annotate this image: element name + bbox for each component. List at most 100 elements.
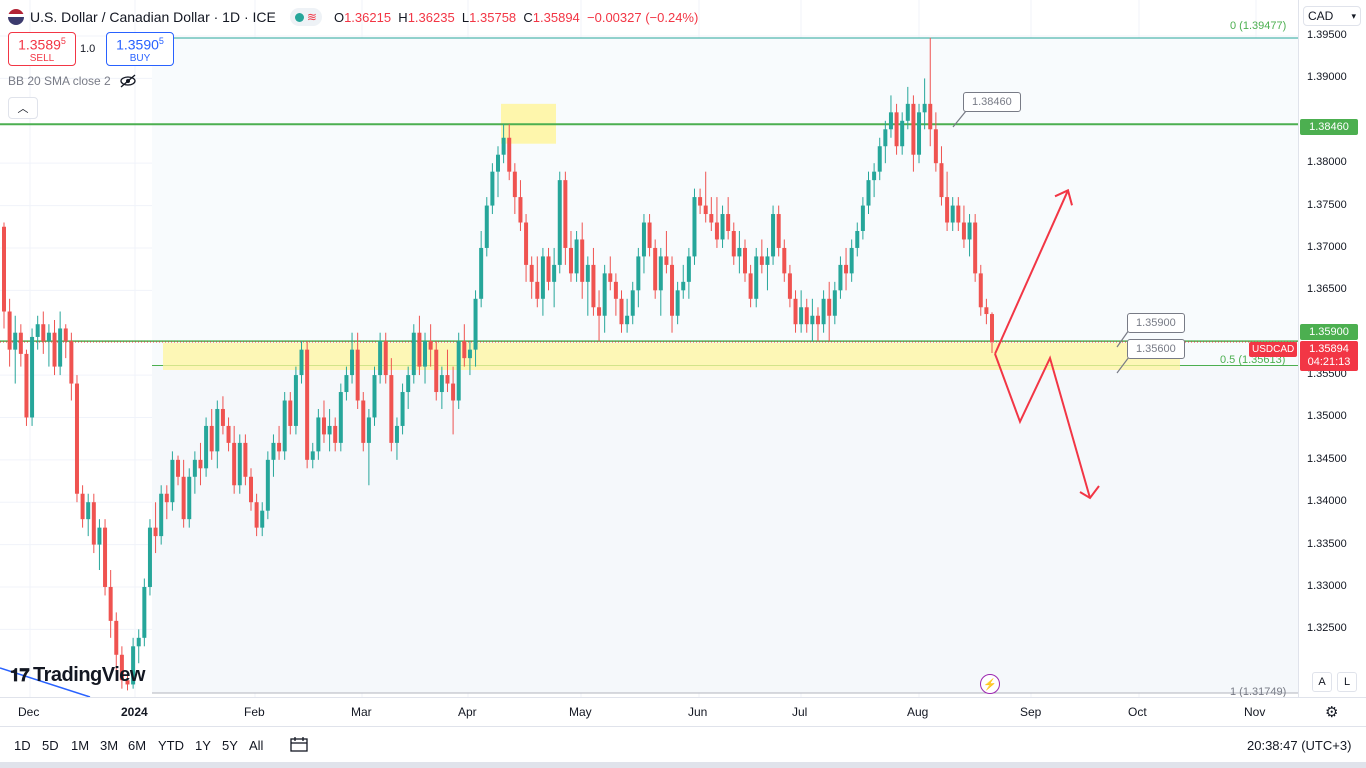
eye-hidden-icon[interactable] bbox=[119, 74, 137, 88]
indicator-legend[interactable]: BB 20 SMA close 2 bbox=[8, 74, 137, 88]
price-tick: 1.34500 bbox=[1307, 452, 1347, 465]
price-chart[interactable] bbox=[0, 0, 1298, 697]
candle-body bbox=[305, 349, 310, 460]
candle-body bbox=[580, 239, 585, 282]
market-open-icon bbox=[294, 12, 304, 22]
fib-level-05: 0.5 (1.35613) bbox=[1220, 354, 1286, 366]
candle-body bbox=[46, 332, 51, 342]
candle-body bbox=[103, 527, 108, 587]
price-tick: 1.36500 bbox=[1307, 283, 1347, 296]
fib-lower-zone bbox=[152, 365, 1298, 693]
candle-body bbox=[484, 205, 489, 248]
range-button-1m[interactable]: 1M bbox=[71, 738, 90, 753]
candle-body bbox=[552, 264, 557, 282]
sell-button[interactable]: 1.35895 SELL bbox=[8, 32, 76, 66]
candle-body bbox=[462, 341, 467, 359]
clock-timezone[interactable]: 20:38:47 (UTC+3) bbox=[1247, 738, 1352, 753]
candle-body bbox=[411, 332, 416, 376]
price-tick: 1.35500 bbox=[1307, 368, 1347, 381]
candle-body bbox=[192, 459, 197, 477]
candle-body bbox=[164, 493, 169, 503]
candle-body bbox=[125, 680, 130, 685]
candle-body bbox=[709, 214, 714, 223]
candle-body bbox=[350, 349, 355, 376]
candle-body bbox=[737, 247, 742, 257]
candle-body bbox=[321, 417, 326, 435]
candle-body bbox=[748, 273, 753, 299]
candle-body bbox=[333, 425, 338, 443]
candle-body bbox=[636, 256, 641, 291]
candle-body bbox=[591, 264, 596, 308]
candle-body bbox=[776, 214, 781, 248]
bottom-toolbar: 1D 5D 1M 3M 6M YTD 1Y 5Y All 20:38:47 (UTC+3) bbox=[0, 726, 1366, 763]
range-button-all[interactable]: All bbox=[249, 738, 264, 753]
candle-body bbox=[501, 137, 506, 155]
price-tick: 1.33000 bbox=[1307, 579, 1347, 592]
time-tick: Aug bbox=[907, 705, 929, 719]
symbol-title[interactable]: U.S. Dollar / Canadian Dollar · 1D · ICE bbox=[30, 9, 276, 25]
price-tick: 1.37500 bbox=[1307, 198, 1347, 211]
candle-body bbox=[327, 425, 332, 435]
fib-upper-zone bbox=[152, 38, 1298, 366]
calendar-range-icon[interactable] bbox=[290, 736, 308, 752]
candle-body bbox=[249, 476, 253, 503]
range-button-1y[interactable]: 1Y bbox=[195, 738, 211, 753]
price-tick: 1.39500 bbox=[1307, 29, 1347, 42]
candle-body bbox=[41, 324, 46, 342]
callout-resistance[interactable]: 1.38460 bbox=[963, 92, 1021, 112]
candle-body bbox=[215, 408, 220, 452]
range-button-3m[interactable]: 3M bbox=[100, 738, 119, 753]
candle-body bbox=[961, 222, 966, 240]
collapse-legend-button[interactable]: ︿ bbox=[8, 97, 38, 119]
time-tick: Jun bbox=[688, 705, 708, 719]
candle-body bbox=[799, 307, 804, 325]
tradingview-logo[interactable]: 𝟏𝟕 TradingView bbox=[10, 664, 145, 686]
price-tick: 1.33500 bbox=[1307, 537, 1347, 550]
range-button-6m[interactable]: 6M bbox=[128, 738, 147, 753]
range-button-1d[interactable]: 1D bbox=[14, 738, 31, 753]
chart-area[interactable]: U.S. Dollar / Canadian Dollar · 1D · ICE… bbox=[0, 0, 1298, 697]
currency-select[interactable]: CAD ▾ bbox=[1303, 6, 1361, 26]
time-tick: May bbox=[569, 705, 592, 719]
candle-body bbox=[815, 315, 820, 325]
candle-body bbox=[237, 442, 242, 486]
lightning-event-icon[interactable]: ⚡ bbox=[980, 674, 1000, 694]
candle-body bbox=[950, 205, 955, 223]
range-button-5y[interactable]: 5Y bbox=[222, 738, 238, 753]
log-scale-button[interactable]: L bbox=[1337, 672, 1357, 692]
range-button-5d[interactable]: 5D bbox=[42, 738, 59, 753]
buy-button[interactable]: 1.35905 BUY bbox=[106, 32, 174, 66]
candle-body bbox=[159, 493, 164, 537]
candle-body bbox=[546, 256, 551, 282]
candle-body bbox=[585, 264, 590, 282]
candle-body bbox=[293, 375, 298, 426]
price-tick: 1.38000 bbox=[1307, 156, 1347, 169]
market-status-pill[interactable]: ≋ bbox=[289, 8, 322, 26]
candle-body bbox=[574, 239, 579, 274]
candle-body bbox=[423, 341, 428, 367]
arrow-head-icon bbox=[1079, 485, 1100, 500]
time-tick: Dec bbox=[18, 705, 40, 719]
fib-level-0: 0 (1.39477) bbox=[1230, 20, 1287, 32]
auto-scale-button[interactable]: A bbox=[1312, 672, 1332, 692]
callout-support-high[interactable]: 1.35900 bbox=[1127, 313, 1185, 333]
candle-body bbox=[417, 332, 422, 367]
time-tick: Nov bbox=[1244, 705, 1266, 719]
candle-body bbox=[602, 273, 607, 316]
chevron-up-icon: ︿ bbox=[17, 103, 29, 115]
gear-icon[interactable]: ⚙ bbox=[1325, 704, 1339, 721]
candle-body bbox=[86, 502, 91, 520]
candle-body bbox=[653, 247, 658, 291]
candle-body bbox=[877, 146, 882, 172]
time-axis[interactable]: Dec 2024 Feb Mar Apr May Jun Jul Aug Sep Oct Nov ⚙ bbox=[0, 697, 1366, 726]
candle-body bbox=[849, 247, 854, 274]
tradingview-mark-icon: 𝟏𝟕 bbox=[10, 665, 30, 685]
price-axis[interactable]: CAD ▾ 1.39500 1.39000 1.38000 1.37500 1.3700… bbox=[1298, 0, 1366, 697]
candle-body bbox=[372, 375, 377, 418]
trend-line bbox=[0, 667, 91, 697]
candle-body bbox=[894, 112, 899, 147]
candle-body bbox=[220, 408, 225, 426]
candle-body bbox=[254, 502, 259, 528]
callout-support-low[interactable]: 1.35600 bbox=[1127, 339, 1185, 359]
range-button-ytd[interactable]: YTD bbox=[158, 738, 184, 753]
